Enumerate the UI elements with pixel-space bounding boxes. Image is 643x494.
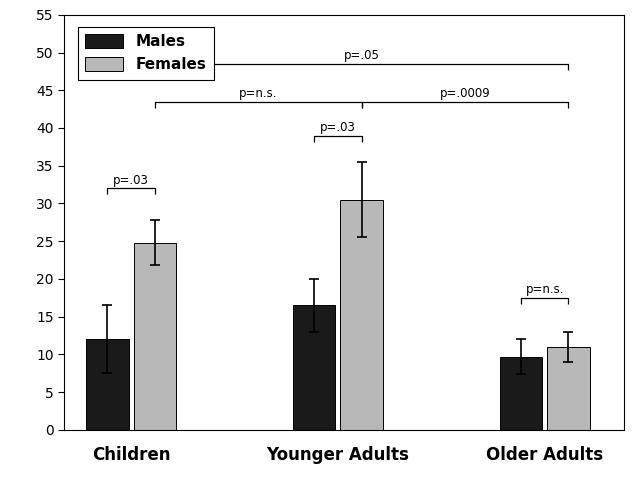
Text: p=.05: p=.05 bbox=[344, 49, 379, 62]
Text: p=.0009: p=.0009 bbox=[440, 87, 491, 100]
Text: p=.03: p=.03 bbox=[113, 174, 149, 187]
Bar bbox=[86, 339, 129, 430]
Legend: Males, Females: Males, Females bbox=[78, 27, 214, 80]
Bar bbox=[340, 200, 383, 430]
Bar bbox=[547, 347, 590, 430]
Text: p=n.s.: p=n.s. bbox=[239, 87, 278, 100]
Bar bbox=[293, 305, 336, 430]
Bar bbox=[500, 357, 542, 430]
Bar bbox=[134, 243, 176, 430]
Text: p=.03: p=.03 bbox=[320, 121, 356, 134]
Text: p=n.s.: p=n.s. bbox=[525, 283, 564, 296]
